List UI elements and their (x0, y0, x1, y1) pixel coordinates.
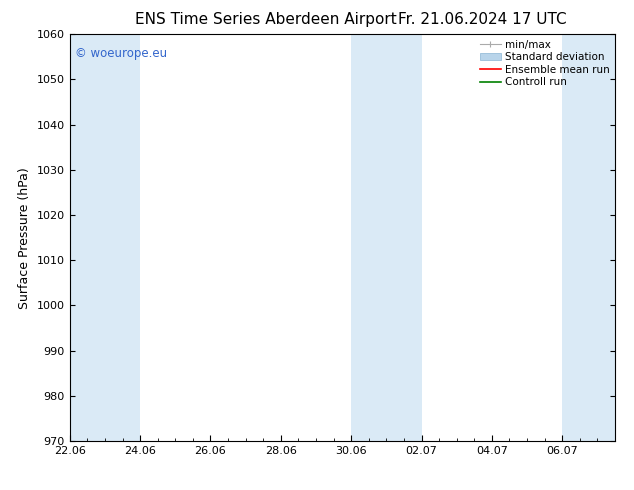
Bar (70, 34, 140, 441)
Text: © woeurope.eu: © woeurope.eu (75, 47, 167, 59)
Text: Fr. 21.06.2024 17 UTC: Fr. 21.06.2024 17 UTC (398, 12, 566, 27)
Text: ENS Time Series Aberdeen Airport: ENS Time Series Aberdeen Airport (136, 12, 397, 27)
Bar (562, 34, 615, 441)
Legend: min/max, Standard deviation, Ensemble mean run, Controll run: min/max, Standard deviation, Ensemble me… (478, 37, 612, 89)
Bar (351, 34, 422, 441)
Y-axis label: Surface Pressure (hPa): Surface Pressure (hPa) (18, 167, 31, 309)
